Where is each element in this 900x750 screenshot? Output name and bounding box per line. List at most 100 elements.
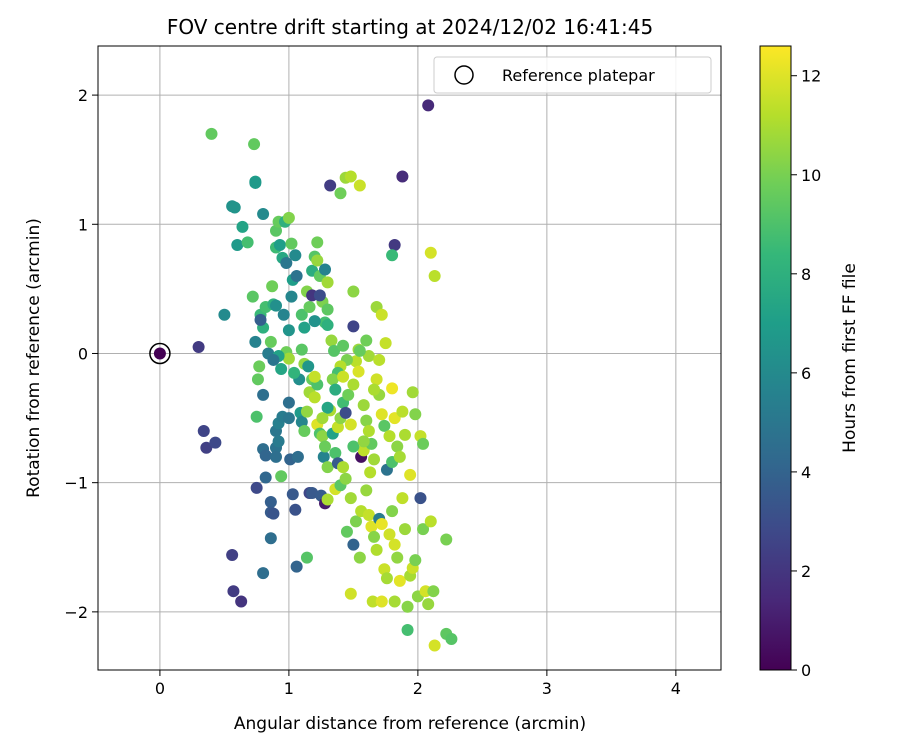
data-point: [337, 370, 350, 383]
data-point: [273, 238, 286, 251]
data-point: [331, 421, 344, 434]
data-point: [398, 428, 411, 441]
data-point: [344, 492, 357, 505]
data-point: [368, 530, 381, 543]
data-point: [311, 254, 324, 267]
data-point: [300, 405, 313, 418]
data-point: [424, 246, 437, 259]
data-point: [326, 373, 339, 386]
data-point: [282, 396, 295, 409]
data-point: [295, 343, 308, 356]
data-point: [383, 528, 396, 541]
data-point: [218, 308, 231, 321]
y-tick-label: 2: [78, 86, 88, 105]
data-point: [378, 419, 391, 432]
data-point: [375, 308, 388, 321]
data-point: [386, 382, 399, 395]
data-point: [347, 285, 360, 298]
data-point: [357, 435, 370, 448]
y-axis-label: Rotation from reference (arcmin): [24, 218, 44, 498]
data-point: [366, 595, 379, 608]
data-point: [339, 406, 352, 419]
data-point: [368, 383, 381, 396]
data-point: [445, 632, 458, 645]
data-point: [352, 365, 365, 378]
data-point: [291, 450, 304, 463]
data-point: [321, 401, 334, 414]
data-point: [264, 532, 277, 545]
data-point: [275, 362, 288, 375]
colorbar-ticks: 0 2 4 6 8 10 12: [791, 67, 821, 680]
data-point: [388, 595, 401, 608]
data-point: [344, 170, 357, 183]
data-point: [257, 207, 270, 220]
data-point: [353, 551, 366, 564]
data-point: [428, 269, 441, 282]
data-point: [347, 538, 360, 551]
data-point: [319, 263, 332, 276]
data-point: [360, 334, 373, 347]
data-point: [308, 391, 321, 404]
data-point: [362, 508, 375, 521]
data-point: [295, 308, 308, 321]
data-point: [368, 453, 381, 466]
data-point: [398, 523, 411, 536]
colorbar-tick-label: 12: [801, 67, 821, 86]
data-point: [349, 515, 362, 528]
x-tick-label: 4: [671, 679, 681, 698]
data-point: [236, 220, 249, 233]
data-point: [200, 441, 213, 454]
data-point: [249, 335, 262, 348]
data-point: [306, 487, 319, 500]
y-tick-label: −2: [64, 603, 88, 622]
data-point: [308, 315, 321, 328]
data-point: [290, 560, 303, 573]
data-point: [409, 408, 422, 421]
legend-box: [433, 56, 712, 94]
data-point: [328, 344, 341, 357]
data-point: [264, 496, 277, 509]
data-point: [440, 533, 453, 546]
y-tick-label: 0: [78, 344, 88, 363]
data-point: [378, 563, 391, 576]
data-point: [339, 472, 352, 485]
data-point: [360, 414, 373, 427]
data-point: [393, 574, 406, 587]
x-axis-label: Angular distance from reference (arcmin): [234, 714, 586, 734]
data-point: [364, 466, 377, 479]
y-tick-label: −1: [64, 474, 88, 493]
data-point: [259, 471, 272, 484]
data-point: [342, 388, 355, 401]
x-axis: 0 1 2 3 4: [155, 670, 681, 698]
data-point: [228, 201, 241, 214]
data-point: [325, 334, 338, 347]
data-point: [266, 280, 279, 293]
data-point: [334, 187, 347, 200]
data-point: [311, 236, 324, 249]
colorbar-tick-label: 6: [801, 364, 811, 383]
colorbar-tick-label: 2: [801, 562, 811, 581]
data-point: [373, 353, 386, 366]
data-point: [360, 484, 373, 497]
data-point: [417, 523, 430, 536]
data-point: [362, 424, 375, 437]
colorbar-tick-label: 8: [801, 265, 811, 284]
data-point: [205, 127, 218, 140]
data-point: [270, 224, 282, 237]
data-point: [282, 412, 295, 425]
data-point: [259, 449, 272, 462]
data-point: [404, 468, 417, 481]
data-point: [344, 587, 357, 600]
data-point: [302, 360, 315, 373]
data-point: [250, 481, 263, 494]
reference-marker-layer: [149, 342, 171, 365]
data-point: [248, 138, 261, 151]
data-point: [329, 383, 342, 396]
data-point: [396, 492, 409, 505]
reference-point-dot: [153, 347, 166, 360]
plot-frame: [97, 45, 722, 671]
data-point: [317, 450, 330, 463]
data-point: [347, 440, 360, 453]
